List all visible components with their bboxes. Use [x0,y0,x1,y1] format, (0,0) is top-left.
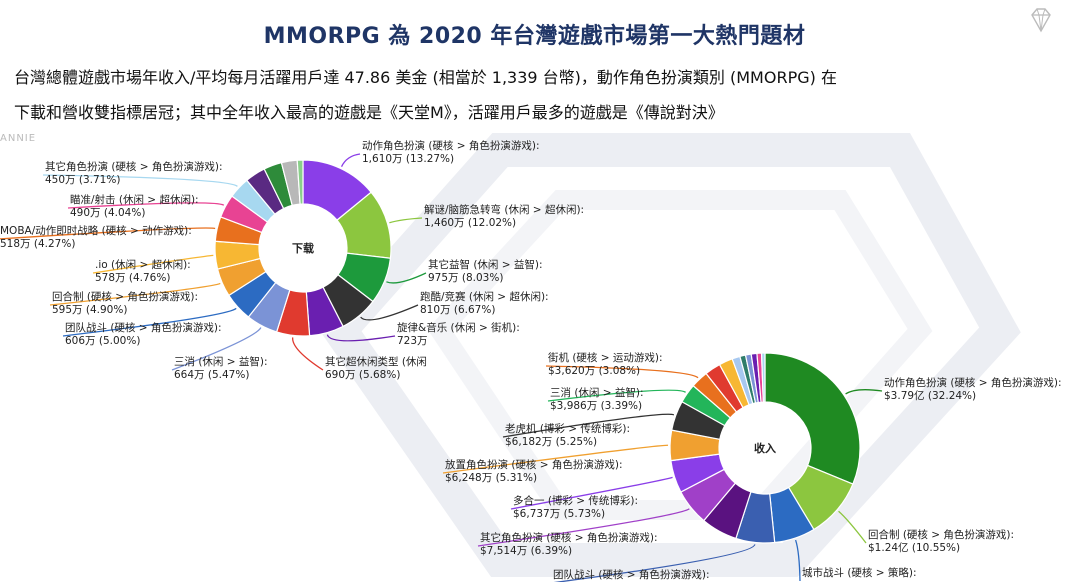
download-slice-value-2: 975万 (8.03%) [428,272,503,284]
donut-chart-downloads: 动作角色扮演 (硬核 > 角色扮演游戏):1,610万 (13.27%) 解谜/脑… [0,139,584,381]
revenue-slice-value-8: $6,182万 (5.25%) [505,436,597,448]
revenue-leader-line-5 [477,508,690,547]
download-slice-value-8: 595万 (4.90%) [52,304,127,316]
download-slice-value-3: 810万 (6.67%) [420,304,495,316]
download-slice-label-0: 动作角色扮演 (硬核 > 角色扮演游戏): [362,139,540,152]
revenue-slice-value-0: $3.79亿 (32.24%) [884,389,976,402]
revenue-slice-value-10: $3,620万 (3.08%) [548,365,640,377]
revenue-leader-line-3 [553,544,756,582]
revenue-slice-label-7: 放置角色扮演 (硬核 > 角色扮演游戏): [445,458,623,471]
description-line-1: 台灣總體遊戲市場年收入/平均每月活躍用戶達 47.86 美金 (相當於 1,33… [14,68,837,87]
page-title: MMORPG 為 2020 年台灣遊戲市場第一大熱門題材 [263,24,806,49]
download-leader-line-3 [360,304,419,321]
download-leader-line-4 [326,334,396,342]
download-slice-value-9: 578万 (4.76%) [95,272,170,284]
download-center-label: 下载 [292,241,314,255]
revenue-slice-value-6: $6,737万 (5.73%) [513,508,605,520]
download-slice-value-7: 606万 (5.00%) [65,335,140,347]
revenue-slice-0 [764,352,861,485]
download-slice-label-6: 三消 (休闲 > 益智): [174,355,268,368]
revenue-slice-label-1: 回合制 (硬核 > 角色扮演游戏): [868,528,1014,541]
watermark-text: ANNIE [0,133,37,144]
download-slice-value-10: 518万 (4.27%) [0,238,75,250]
revenue-slice-value-9: $3,986万 (3.39%) [550,400,642,412]
download-leader-line-6 [171,327,262,371]
download-slice-label-4: 旋律&音乐 (休闲 > 街机): [397,321,520,334]
download-leader-line-8 [49,282,221,306]
revenue-leader-line-9 [547,389,686,402]
description-line-2: 下載和營收雙指標居冠；其中全年收入最高的遊戲是《天堂M》，活躍用戶最多的遊戲是《… [14,103,724,122]
revenue-center-label: 收入 [754,441,776,455]
download-slice-label-2: 其它益智 (休闲 > 益智): [428,258,543,271]
revenue-slice-label-5: 其它角色扮演 (硬核 > 角色扮演游戏): [480,531,658,544]
revenue-leader-line-1 [838,510,867,544]
download-leader-line-1 [389,217,423,224]
revenue-leader-line-2 [794,539,801,582]
download-slice-label-7: 团队战斗 (硬核 > 角色扮演游戏): [65,321,222,334]
download-slice-value-12: 450万 (3.71%) [45,174,120,186]
revenue-slice-value-5: $7,514万 (6.39%) [480,545,572,557]
revenue-leader-line-10 [545,365,699,379]
revenue-slice-label-8: 老虎机 (博彩 > 传统博彩): [505,422,630,435]
download-leader-line-0 [340,153,361,167]
revenue-leader-line-6 [510,476,673,510]
download-leader-line-11 [67,202,225,209]
diamond-icon [1031,8,1051,33]
revenue-leader-line-0 [845,389,883,395]
download-slice-value-1: 1,460万 (12.02%) [424,217,516,229]
revenue-leader-line-8 [502,413,675,438]
download-slice-label-5: 其它超休闲类型 (休闲 [325,355,427,368]
revenue-slice-label-6: 多合一 (博彩 > 传统博彩): [513,494,638,507]
download-slice-label-8: 回合制 (硬核 > 角色扮演游戏): [52,290,198,303]
revenue-slice-value-1: $1.24亿 (10.55%) [868,541,960,554]
donut-chart-revenue: 动作角色扮演 (硬核 > 角色扮演游戏):$3.79亿 (32.24%) 回合制 … [442,351,1062,582]
download-slice-value-11: 490万 (4.04%) [70,207,145,219]
download-slice-value-0: 1,610万 (13.27%) [362,153,454,165]
download-slice-label-11: 瞄准/射击 (休闲 > 超休闲): [70,193,199,206]
download-slice-value-5: 690万 (5.68%) [325,369,400,381]
revenue-slice-label-10: 街机 (硬核 > 运动游戏): [548,351,663,364]
download-slice-label-10: MOBA/动作即时战略 (硬核 > 动作游戏): [0,224,192,237]
revenue-slice-label-9: 三消 (休闲 > 益智): [550,386,644,399]
revenue-leader-line-7 [442,444,669,474]
download-leader-line-2 [386,272,427,284]
download-slice-16 [296,159,304,205]
download-slice-label-1: 解谜/脑筋急转弯 (休闲 > 超休闲): [424,203,584,216]
download-slice-value-4: 723万 [397,335,428,347]
revenue-slice-value-7: $6,248万 (5.31%) [445,472,537,484]
download-leader-line-9 [92,254,214,274]
download-slice-label-9: .io (休闲 > 超休闲): [95,258,191,271]
revenue-slice-18 [760,352,766,403]
revenue-slice-label-3: 团队战斗 (硬核 > 角色扮演游戏): [553,568,710,581]
download-leader-line-12 [42,174,238,187]
download-leader-line-7 [62,307,237,337]
revenue-slice-label-2: 城市战斗 (硬核 > 策略): [802,566,917,579]
download-leader-line-5 [292,337,324,371]
download-slice-label-12: 其它角色扮演 (硬核 > 角色扮演游戏): [45,160,223,173]
download-slice-label-3: 跑酷/竞赛 (休闲 > 超休闲): [420,290,549,303]
revenue-slice-label-0: 动作角色扮演 (硬核 > 角色扮演游戏): [884,376,1062,389]
download-leader-line-10 [0,227,216,240]
download-slice-value-6: 664万 (5.47%) [174,369,249,381]
